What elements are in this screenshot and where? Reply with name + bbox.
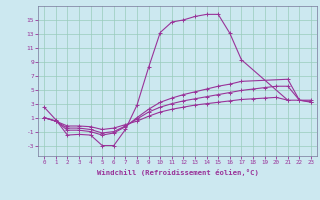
X-axis label: Windchill (Refroidissement éolien,°C): Windchill (Refroidissement éolien,°C) — [97, 169, 259, 176]
